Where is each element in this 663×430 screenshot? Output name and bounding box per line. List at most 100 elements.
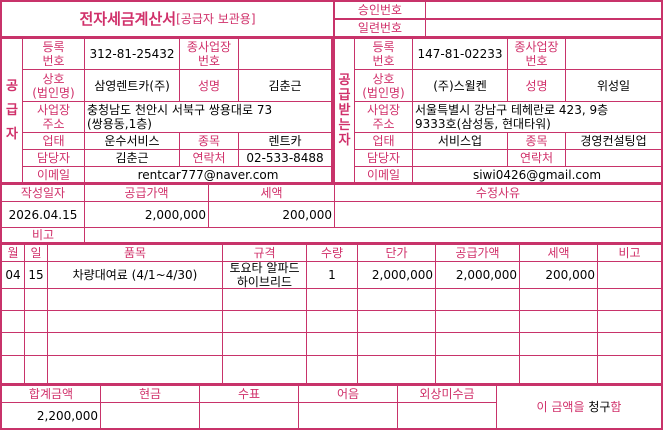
- empty-cell: [358, 289, 435, 310]
- empty-cell: [25, 356, 47, 383]
- receiver-contact: [413, 150, 507, 166]
- check-label: 수표: [200, 386, 298, 402]
- empty-cell: [358, 356, 435, 383]
- receiver-biz-item-label: 종목: [508, 133, 565, 149]
- supplier-email-label: 이메일: [23, 167, 84, 182]
- receiver-biz-type: 서비스업: [413, 133, 507, 149]
- col-tax: 세액: [520, 245, 597, 261]
- receiver-reg-no-label: 등록 번호: [355, 39, 412, 69]
- empty-cell: [598, 311, 661, 332]
- empty-cell: [48, 289, 222, 310]
- item-qty: 1: [307, 262, 357, 288]
- empty-cell: [598, 356, 661, 383]
- supplier-name-label: 성명: [180, 70, 238, 101]
- empty-cell: [358, 333, 435, 355]
- item-note: [598, 262, 661, 288]
- empty-cell: [48, 311, 222, 332]
- invoice-title: 전자세금계산서 [공급자 보관용]: [2, 2, 333, 36]
- empty-cell: [598, 289, 661, 310]
- empty-cell: [520, 311, 597, 332]
- supplier-biz-item-label: 종목: [180, 133, 238, 149]
- empty-cell: [520, 356, 597, 383]
- supplier-name: 김춘근: [239, 70, 331, 101]
- supplier-contact: 김춘근: [85, 150, 179, 166]
- col-month: 월: [2, 245, 24, 261]
- credit-value: [398, 403, 496, 428]
- empty-cell: [358, 311, 435, 332]
- col-spec: 규격: [223, 245, 306, 261]
- supplier-address: 충청남도 천안시 서북구 쌍용대로 73 (쌍용동,1층): [85, 102, 331, 132]
- receiver-phone: [566, 150, 661, 166]
- claim-prefix: 이 금액을: [536, 400, 585, 414]
- note-label: 비고: [2, 228, 84, 242]
- credit-label: 외상미수금: [398, 386, 496, 402]
- item-month: 04: [2, 262, 24, 288]
- receiver-side-label: 공 급 받 는 자: [335, 39, 354, 182]
- empty-cell: [598, 333, 661, 355]
- receiver-reg-no: 147-81-02233: [413, 39, 507, 69]
- tax-total: 200,000: [209, 202, 334, 227]
- empty-cell: [2, 356, 24, 383]
- supplier-biz-type-label: 업태: [23, 133, 84, 149]
- note-value: [85, 228, 661, 242]
- col-item: 품목: [48, 245, 222, 261]
- supplier-biz-item: 렌트카: [239, 133, 331, 149]
- title: 전자세금계산서: [79, 10, 177, 28]
- receiver-biz-item: 경영컨설팅업: [566, 133, 661, 149]
- empty-cell: [520, 333, 597, 355]
- supplier-reg-no: 312-81-25432: [85, 39, 179, 69]
- supply-total: 2,000,000: [85, 202, 208, 227]
- serial-value: [426, 20, 661, 36]
- supplier-side-label: 공 급 자: [2, 39, 22, 182]
- supplier-biz-type: 운수서비스: [85, 133, 179, 149]
- claim-word: 청구: [588, 400, 611, 414]
- serial-label: 일련번호: [335, 20, 425, 36]
- empty-cell: [25, 311, 47, 332]
- empty-cell: [2, 311, 24, 332]
- col-day: 일: [25, 245, 47, 261]
- empty-cell: [436, 289, 519, 310]
- empty-cell: [307, 289, 357, 310]
- empty-cell: [223, 289, 306, 310]
- bill-label: 어음: [299, 386, 397, 402]
- supplier-reg-no-label: 등록 번호: [23, 39, 84, 69]
- receiver-email: siwi0426@gmail.com: [413, 167, 661, 182]
- bill-value: [299, 403, 397, 428]
- supplier-phone: 02-533-8488: [239, 150, 331, 166]
- empty-cell: [520, 289, 597, 310]
- approval-label: 승인번호: [335, 2, 425, 18]
- reason-label: 수정사유: [335, 185, 661, 201]
- supplier-company-label: 상호 (법인명): [23, 70, 84, 101]
- empty-cell: [25, 289, 47, 310]
- item-day: 15: [25, 262, 47, 288]
- empty-cell: [436, 356, 519, 383]
- total-amount: 2,200,000: [2, 403, 100, 428]
- receiver-address: 서울특별시 강남구 테헤란로 423, 9층 9333호(삼성동, 현대타워): [413, 102, 661, 132]
- receiver-name-label: 성명: [508, 70, 565, 101]
- issue-date: 2026.04.15: [2, 202, 84, 227]
- col-supply: 공급가액: [436, 245, 519, 261]
- empty-cell: [2, 289, 24, 310]
- empty-cell: [48, 333, 222, 355]
- col-unit-price: 단가: [358, 245, 435, 261]
- cash-label: 현금: [101, 386, 199, 402]
- receiver-biz-type-label: 업태: [355, 133, 412, 149]
- item-spec: 토요타 알파드 하이브리드: [223, 262, 306, 288]
- receiver-sub-reg-label: 종사업장 번호: [508, 39, 565, 69]
- empty-cell: [25, 333, 47, 355]
- supplier-email: rentcar777@naver.com: [85, 167, 331, 182]
- date-label: 작성일자: [2, 185, 84, 201]
- approval-value: [426, 2, 661, 18]
- supplier-sub-reg-no: [239, 39, 331, 69]
- claim-suffix: 함: [610, 400, 622, 414]
- receiver-company: (주)스윌켄: [413, 70, 507, 101]
- receiver-sub-reg-no: [566, 39, 661, 69]
- empty-cell: [307, 356, 357, 383]
- empty-cell: [223, 356, 306, 383]
- supply-label: 공급가액: [85, 185, 208, 201]
- empty-cell: [2, 333, 24, 355]
- receiver-phone-label: 연락처: [508, 150, 565, 166]
- item-unit-price: 2,000,000: [358, 262, 435, 288]
- item-name: 차량대여료 (4/1~4/30): [48, 262, 222, 288]
- cash-value: [101, 403, 199, 428]
